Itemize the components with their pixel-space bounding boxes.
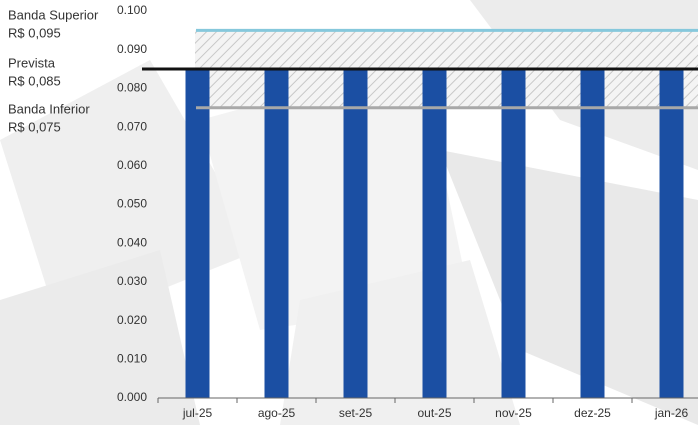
x-tick-label: dez-25 [574, 406, 611, 420]
y-tick-label: 0.030 [117, 274, 147, 288]
y-tick-label: 0.050 [117, 197, 147, 211]
y-tick-label: 0.040 [117, 235, 147, 249]
x-tick-label: jan-26 [654, 406, 689, 420]
band-name: Banda Inferior [8, 101, 90, 116]
bar [264, 69, 289, 399]
x-tick-label: out-25 [417, 406, 451, 420]
band-label: R$ 0,095 [8, 25, 61, 40]
band-name: Banda Superior [8, 7, 99, 22]
y-tick-label: 0.080 [117, 81, 147, 95]
band-label: R$ 0,075 [8, 119, 61, 134]
y-tick-label: 0.020 [117, 313, 147, 327]
bar [659, 69, 684, 399]
x-tick-label: ago-25 [258, 406, 296, 420]
bar [343, 69, 368, 399]
bar [501, 69, 526, 399]
y-tick-label: 0.010 [117, 351, 147, 365]
bar [422, 69, 447, 399]
bar [185, 69, 210, 399]
x-tick-label: jul-25 [182, 406, 213, 420]
band-name: Prevista [8, 55, 56, 70]
y-tick-label: 0.060 [117, 158, 147, 172]
y-tick-label: 0.090 [117, 42, 147, 56]
x-tick-label: nov-25 [495, 406, 532, 420]
y-tick-label: 0.000 [117, 390, 147, 404]
y-tick-label: 0.100 [117, 3, 147, 17]
y-tick-label: 0.070 [117, 119, 147, 133]
band-label: R$ 0,085 [8, 73, 61, 88]
x-tick-label: set-25 [339, 406, 373, 420]
bar [580, 69, 605, 399]
